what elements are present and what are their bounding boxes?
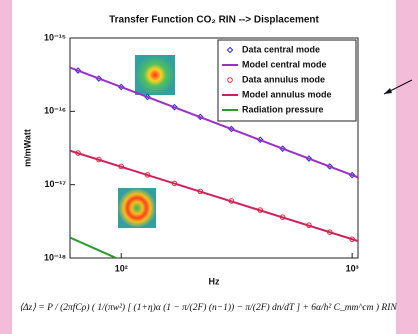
pointer-arrowhead [384, 88, 392, 94]
legend-label: Radiation pressure [242, 104, 324, 114]
page: {"chart_data": { "type": "line", "title"… [0, 0, 418, 334]
inset-central-mode [135, 55, 175, 95]
x-tick-label: 10² [115, 263, 128, 273]
y-axis-label: m/mWatt [22, 129, 32, 167]
chart-title: Transfer Function CO₂ RIN --> Displaceme… [109, 15, 319, 26]
legend-label: Model central mode [242, 59, 327, 69]
y-tick-label: 10⁻¹⁵ [44, 32, 66, 42]
y-tick-label: 10⁻¹⁶ [44, 106, 66, 116]
x-tick-label: 10³ [346, 263, 359, 273]
x-axis-label: Hz [209, 276, 220, 286]
legend-label: Model annulus mode [242, 89, 332, 99]
y-tick-label: 10⁻¹⁸ [44, 252, 66, 262]
formula: ⟨Δz⟩ = P / (2πfCρ) ( 1/(πw²) [ (1+η)α (1… [19, 302, 397, 313]
chart: Transfer Function CO₂ RIN --> Displaceme… [0, 0, 418, 334]
legend-label: Data central mode [242, 44, 320, 54]
inset-annulus-mode [118, 188, 156, 228]
y-tick-label: 10⁻¹⁷ [45, 179, 67, 189]
legend-label: Data annulus mode [242, 74, 325, 84]
